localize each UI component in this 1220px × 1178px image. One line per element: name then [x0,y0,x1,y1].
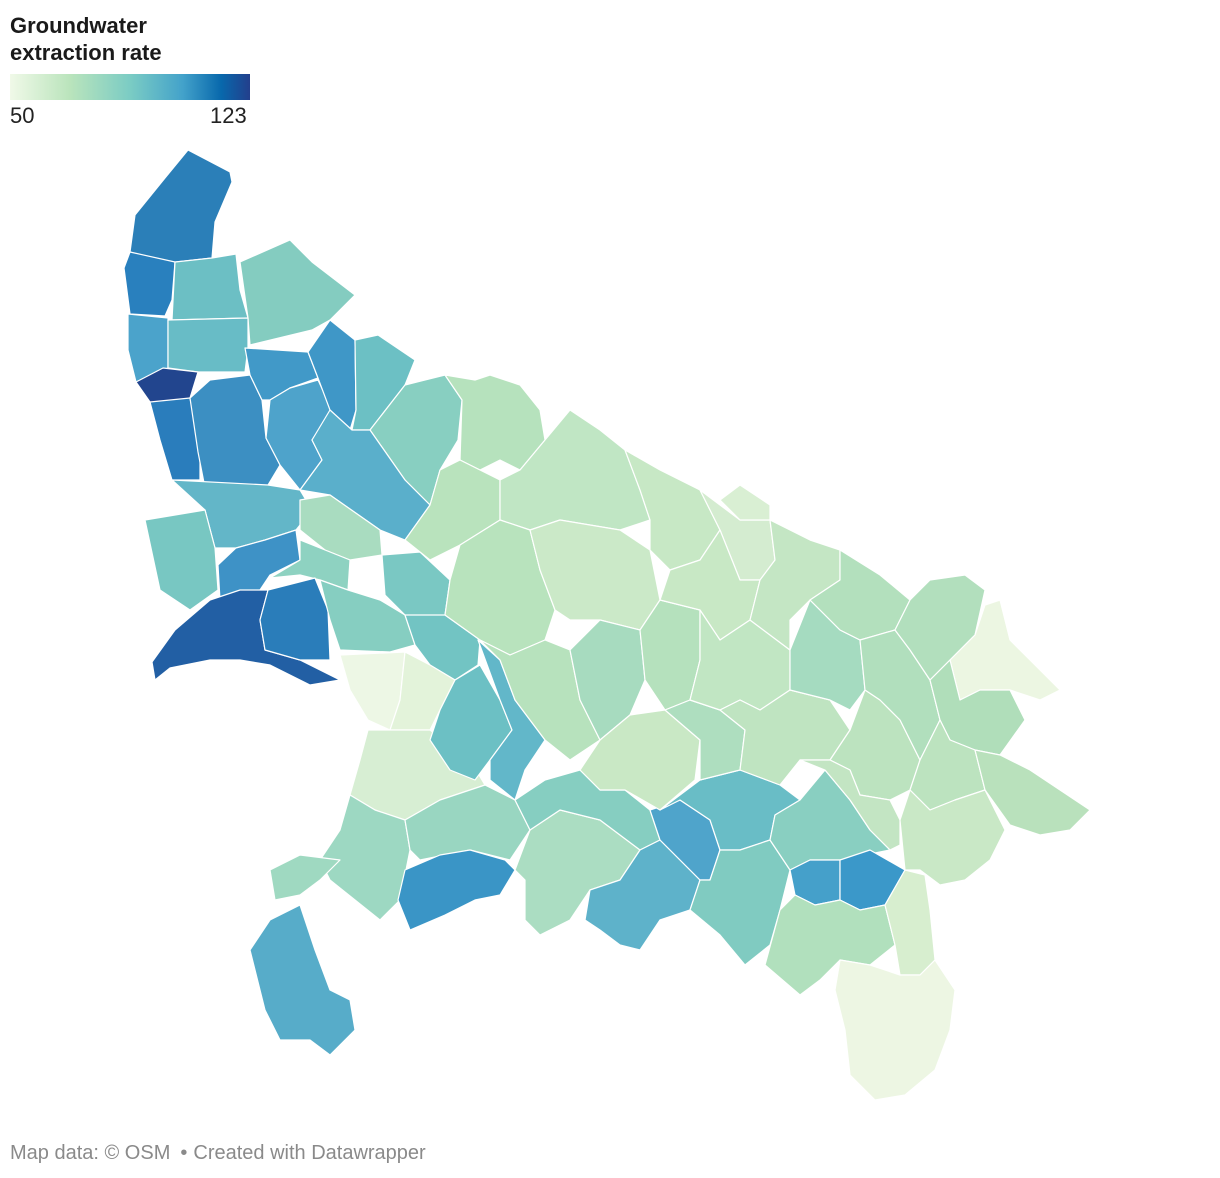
district-region[interactable] [299,494,383,561]
district-region[interactable] [429,664,513,781]
district-region[interactable] [144,509,219,611]
legend-title: Groundwater extraction rate [10,12,162,66]
district-region[interactable] [404,784,531,861]
district-region[interactable] [217,529,301,601]
district-region[interactable] [974,749,1091,836]
district-region[interactable] [689,839,791,966]
district-region[interactable] [269,854,341,901]
legend-min-label: 50 [10,103,35,128]
legend-max-label: 123 [210,103,247,128]
map-data-credit: Map data: © OSM [10,1142,171,1164]
district-region[interactable] [151,589,341,686]
district-region[interactable] [259,577,331,661]
separator-dot: • [180,1142,188,1164]
district-region[interactable] [129,149,233,269]
legend-title-line1: Groundwater [10,13,147,38]
district-region[interactable] [899,789,1006,886]
district-region[interactable] [167,317,249,373]
footer: Map data: © OSM • Created with Datawrapper [10,1142,426,1165]
district-region[interactable] [579,709,701,811]
district-region[interactable] [799,759,901,851]
district-region[interactable] [307,319,357,431]
district-region[interactable] [249,904,356,1056]
district-region[interactable] [719,484,771,521]
district-region[interactable] [123,251,176,317]
legend-color-scale [10,74,250,100]
district-region[interactable] [569,619,646,741]
district-region[interactable] [397,849,516,931]
district-region[interactable] [834,959,956,1101]
district-region[interactable] [749,519,841,651]
district-region[interactable] [171,253,249,321]
district-region[interactable] [319,794,411,921]
created-with-credit: Created with Datawrapper [193,1142,426,1164]
legend-title-line2: extraction rate [10,40,162,65]
district-region[interactable] [639,599,701,711]
